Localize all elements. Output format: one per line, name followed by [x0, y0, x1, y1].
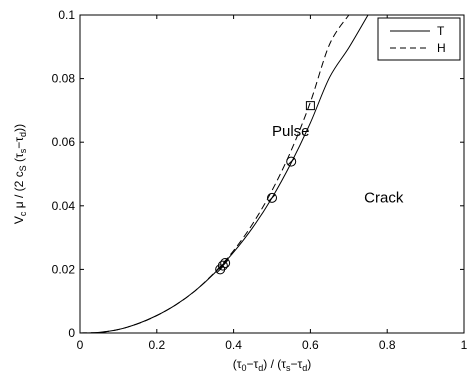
- legend-box: [377, 17, 461, 61]
- circle-marker-slash: [287, 157, 296, 166]
- series-line-h: [79, 14, 350, 334]
- y-tick-label: 0.1: [58, 8, 75, 22]
- annotation-pulse: Pulse: [272, 123, 310, 140]
- annotation-crack: Crack: [364, 190, 404, 207]
- circle-marker: [217, 260, 228, 271]
- y-tick-label: 0.06: [52, 135, 76, 149]
- circle-marker: [267, 192, 277, 203]
- x-tick-label: 0.2: [148, 338, 165, 352]
- plot-area: [79, 14, 465, 334]
- circle-marker: [286, 156, 297, 167]
- legend: T H: [377, 17, 461, 61]
- x-tick-label: 0.6: [302, 338, 319, 352]
- x-tick-label: 0.4: [225, 338, 242, 352]
- x-tick-label: 0: [77, 338, 84, 352]
- y-tick-label: 0.04: [52, 199, 76, 213]
- circle-marker-slash: [221, 259, 230, 267]
- y-axis-label: Vc μ / (2 cS (τs−τd)): [12, 124, 28, 224]
- x-tick-label: 1: [461, 338, 468, 352]
- legend-label-h: H: [437, 41, 446, 55]
- y-tick-label: 0.02: [52, 262, 76, 276]
- y-axis-ticks: 0 0.02 0.04 0.06 0.08 0.1: [52, 8, 464, 340]
- x-tick-label: 0.8: [379, 338, 396, 352]
- x-axis-ticks: 0 0.2 0.4 0.6 0.8 1: [77, 15, 468, 352]
- legend-label-t: T: [437, 24, 445, 38]
- circle-marker-slash: [268, 193, 276, 202]
- x-axis-label: (τ0−τd) / (τs−τd): [233, 357, 312, 373]
- y-tick-label: 0.08: [52, 72, 76, 86]
- marker-layer: [215, 101, 315, 275]
- circle-marker: [220, 258, 231, 269]
- series-layer: [79, 14, 369, 334]
- y-tick-label: 0: [68, 326, 75, 340]
- square-marker: [305, 101, 315, 111]
